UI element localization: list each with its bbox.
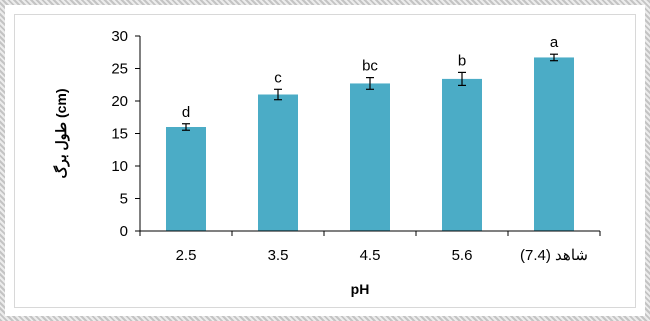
x-tick-label: 3.5 [268,247,289,264]
bar [258,94,298,231]
x-tick-label: 4.5 [360,247,381,264]
y-tick-label: 10 [111,158,128,175]
x-tick-label: 2.5 [176,247,197,264]
x-axis-ticks: 2.5 3.5 4.5 5.6 شاهد (7.4) [139,231,601,264]
chart-panel [14,14,636,308]
significance-letter: a [550,34,559,51]
y-tick-label: 25 [111,61,128,78]
significance-letter: b [458,52,466,69]
x-tick-label: 5.6 [452,247,473,264]
bar [166,127,206,231]
bars: d c bc b a [166,34,574,232]
x-tick-label: شاهد (7.4) [520,247,588,264]
bar [350,83,390,231]
x-axis-label: pH [351,281,370,297]
y-tick-label: 15 [111,126,128,143]
y-axis-label: طول برگ (cm) [53,88,70,178]
y-axis-ticks: 0 5 10 15 20 25 30 [111,28,140,240]
significance-letter: c [274,69,282,86]
significance-letter: d [182,104,190,121]
bar [534,57,574,232]
y-tick-label: 5 [120,191,128,208]
y-tick-label: 20 [111,93,128,110]
y-tick-label: 30 [111,28,128,45]
bar [442,78,482,232]
y-tick-label: 0 [120,223,128,240]
significance-letter: bc [362,58,378,75]
